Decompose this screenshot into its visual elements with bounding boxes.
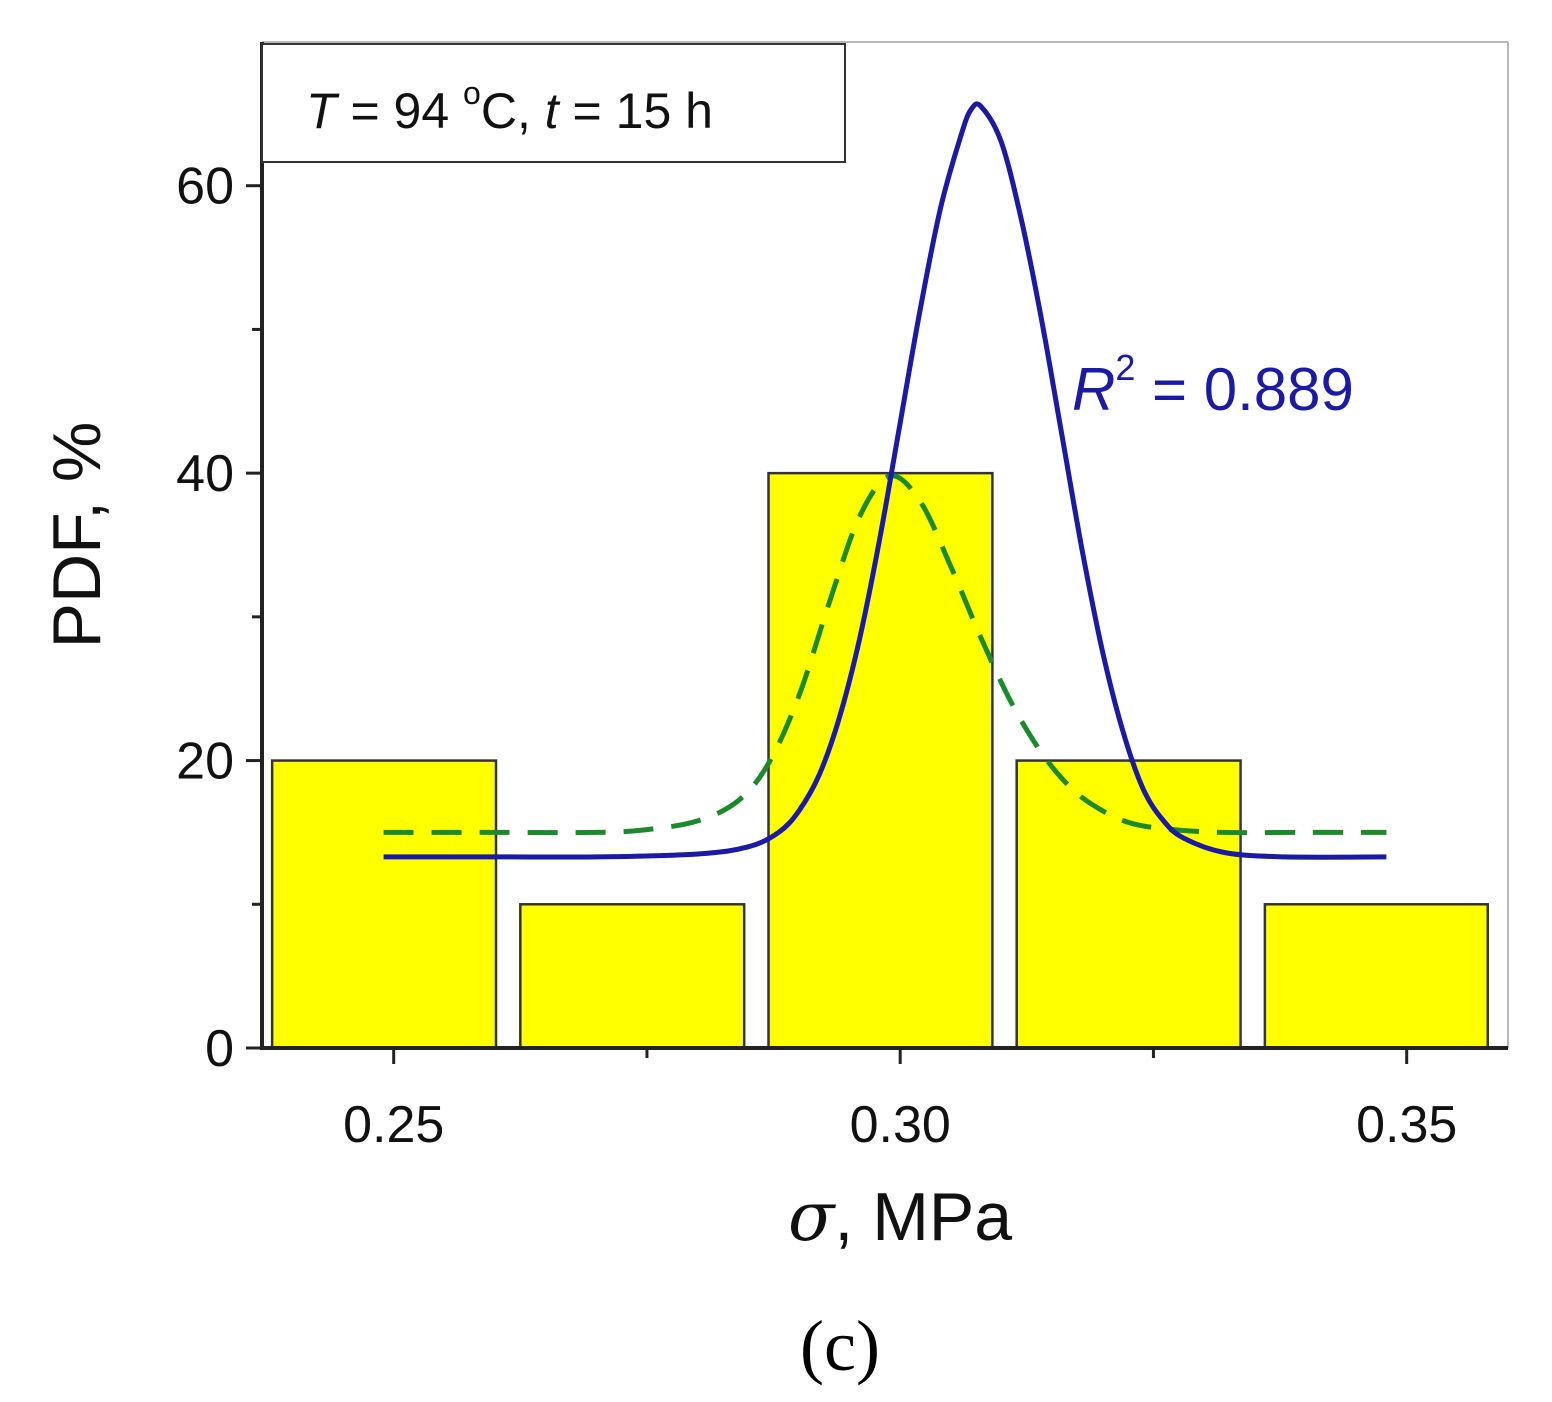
x-tick-label-3: 0.35 [1356, 1096, 1457, 1154]
y-tick-label-4: 60 [176, 158, 234, 216]
annotation-text: T = 94 oC, t = 15 h [306, 75, 713, 139]
histogram-bar-2 [519, 903, 746, 1050]
y-axis-title: PDF, % [39, 422, 115, 649]
dashed-fit-curve [383, 473, 1387, 836]
histogram-bar-3 [767, 471, 994, 1050]
x-axis-title: σ, MPa [788, 1178, 1012, 1257]
histogram-bar-1 [270, 759, 498, 1050]
histogram-bar-4 [1015, 759, 1242, 1050]
solid-fit-curve [383, 101, 1387, 860]
bars-group [270, 471, 1489, 1050]
curves-group [383, 101, 1387, 860]
annotation-box [261, 43, 846, 163]
figure-caption: (c) [800, 1306, 880, 1386]
x-tick-label-1: 0.25 [343, 1096, 444, 1154]
x-tick-label-2: 0.30 [850, 1096, 951, 1154]
fit-r2-label: R2 = 0.889 [1072, 347, 1354, 423]
y-tick-label-2: 20 [176, 733, 234, 791]
ticks-group: 0.25 0.30 0.35 0 20 40 60 [176, 158, 1457, 1154]
y-tick-label-3: 40 [176, 445, 234, 503]
y-tick-label-1: 0 [205, 1020, 234, 1078]
histogram-bar-5 [1263, 903, 1489, 1050]
